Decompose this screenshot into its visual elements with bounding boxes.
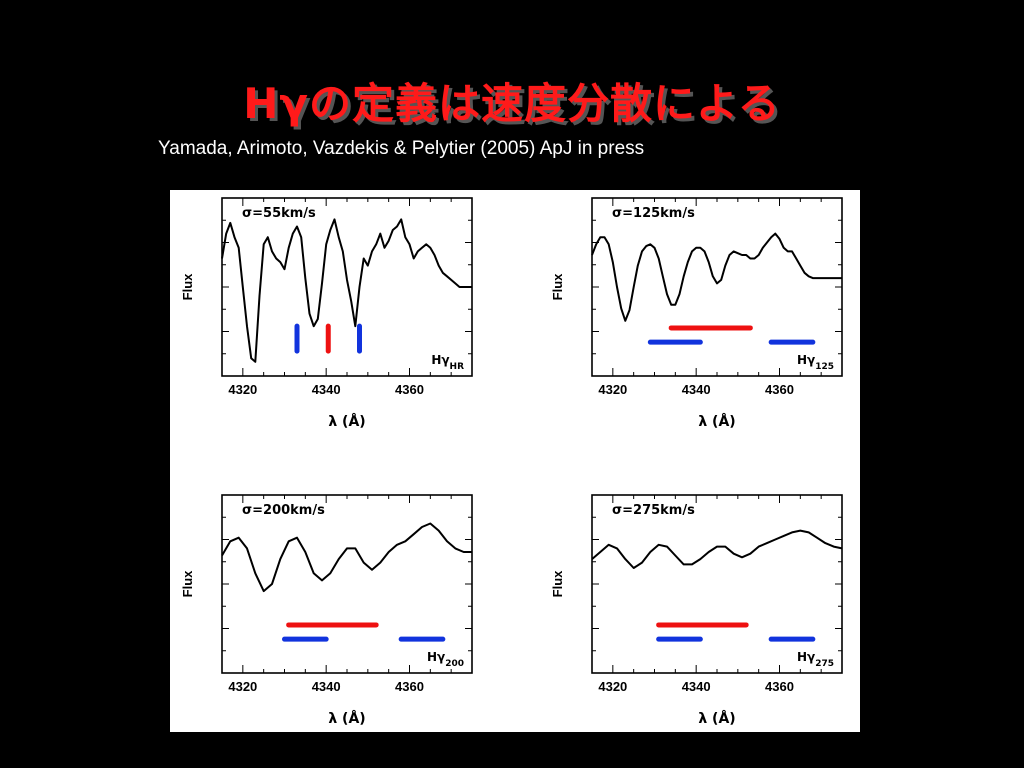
- spectrum-panel-3: 4320 4340 4360 λ (Å) Flux σ=200km/s Hγ200: [180, 494, 473, 727]
- plot-frame: [591, 494, 843, 674]
- index-label: HγHR: [431, 353, 464, 372]
- x-tick-label: 4320: [228, 382, 257, 397]
- spectrum-panel-1: 4320 4340 4360 λ (Å) Flux σ=55km/s HγHR: [180, 197, 473, 430]
- y-axis-label: Flux: [180, 570, 195, 597]
- x-axis-label: λ (Å): [328, 413, 365, 430]
- x-tick-label: 4340: [312, 382, 341, 397]
- spectra-panels-svg: 4320 4340 4360 λ (Å) Flux σ=55km/s HγHR 4320 434…: [180, 197, 843, 727]
- slide-title: Hγの定義は速度分散による: [243, 79, 781, 128]
- velocity-dispersion-label: σ=125km/s: [612, 206, 695, 221]
- x-axis-label: λ (Å): [698, 413, 735, 430]
- velocity-dispersion-label: σ=200km/s: [242, 503, 325, 518]
- y-axis-label: Flux: [180, 273, 195, 300]
- x-tick-label: 4340: [682, 679, 711, 694]
- x-tick-label: 4320: [228, 679, 257, 694]
- x-tick-label: 4360: [765, 382, 794, 397]
- citation-subtitle: Yamada, Arimoto, Vazdekis & Pelytier (20…: [158, 138, 645, 159]
- index-label: Hγ275: [797, 650, 834, 669]
- x-tick-label: 4320: [598, 382, 627, 397]
- index-label: Hγ200: [427, 650, 464, 669]
- y-axis-label: Flux: [550, 570, 565, 597]
- spectrum-panel-4: 4320 4340 4360 λ (Å) Flux σ=275km/s Hγ275: [550, 494, 843, 727]
- x-tick-label: 4360: [765, 679, 794, 694]
- x-tick-label: 4360: [395, 382, 424, 397]
- y-axis-label: Flux: [550, 273, 565, 300]
- x-tick-label: 4340: [682, 382, 711, 397]
- index-label: Hγ125: [797, 353, 834, 372]
- x-tick-label: 4360: [395, 679, 424, 694]
- plot-frame: [591, 197, 843, 377]
- x-axis-label: λ (Å): [698, 710, 735, 727]
- x-tick-label: 4340: [312, 679, 341, 694]
- x-axis-label: λ (Å): [328, 710, 365, 727]
- velocity-dispersion-label: σ=55km/s: [242, 206, 316, 221]
- spectrum-panel-2: 4320 4340 4360 λ (Å) Flux σ=125km/s Hγ125: [550, 197, 843, 430]
- spectra-figure: 4320 4340 4360 λ (Å) Flux σ=55km/s HγHR 4320 434…: [170, 190, 860, 732]
- velocity-dispersion-label: σ=275km/s: [612, 503, 695, 518]
- spectrum-line: [591, 232, 842, 322]
- x-tick-label: 4320: [598, 679, 627, 694]
- spectrum-line: [591, 529, 843, 569]
- spectrum-line: [221, 218, 472, 363]
- spectrum-line: [221, 522, 472, 593]
